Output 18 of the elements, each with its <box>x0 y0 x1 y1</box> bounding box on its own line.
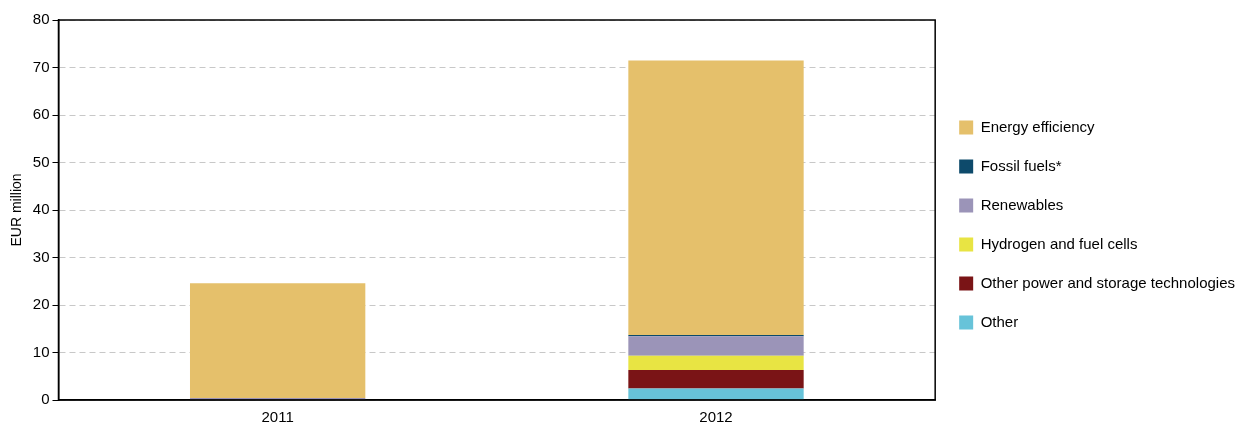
legend-label: Other <box>980 312 1019 330</box>
y-tick-label: 40 <box>32 200 50 218</box>
legend-label: Renewables <box>980 195 1064 213</box>
legend-label: Hydrogen and fuel cells <box>980 234 1138 252</box>
x-tick-label: 2011 <box>261 408 294 426</box>
y-tick-label: 70 <box>32 57 50 75</box>
y-tick-label: 0 <box>41 390 50 408</box>
y-tick-label: 20 <box>32 295 50 313</box>
y-tick-label: 80 <box>32 10 50 28</box>
legend-label: Energy efficiency <box>980 117 1096 135</box>
y-axis-title: EUR million <box>8 173 25 247</box>
x-tick-label: 2012 <box>699 408 733 426</box>
y-tick-label: 60 <box>32 105 50 123</box>
y-tick-label: 50 <box>32 152 50 170</box>
y-tick-label: 30 <box>32 247 50 265</box>
legend-label: Fossil fuels* <box>980 156 1062 174</box>
y-tick-label: 10 <box>32 342 50 360</box>
legend-label: Other power and storage technologies <box>980 273 1235 291</box>
